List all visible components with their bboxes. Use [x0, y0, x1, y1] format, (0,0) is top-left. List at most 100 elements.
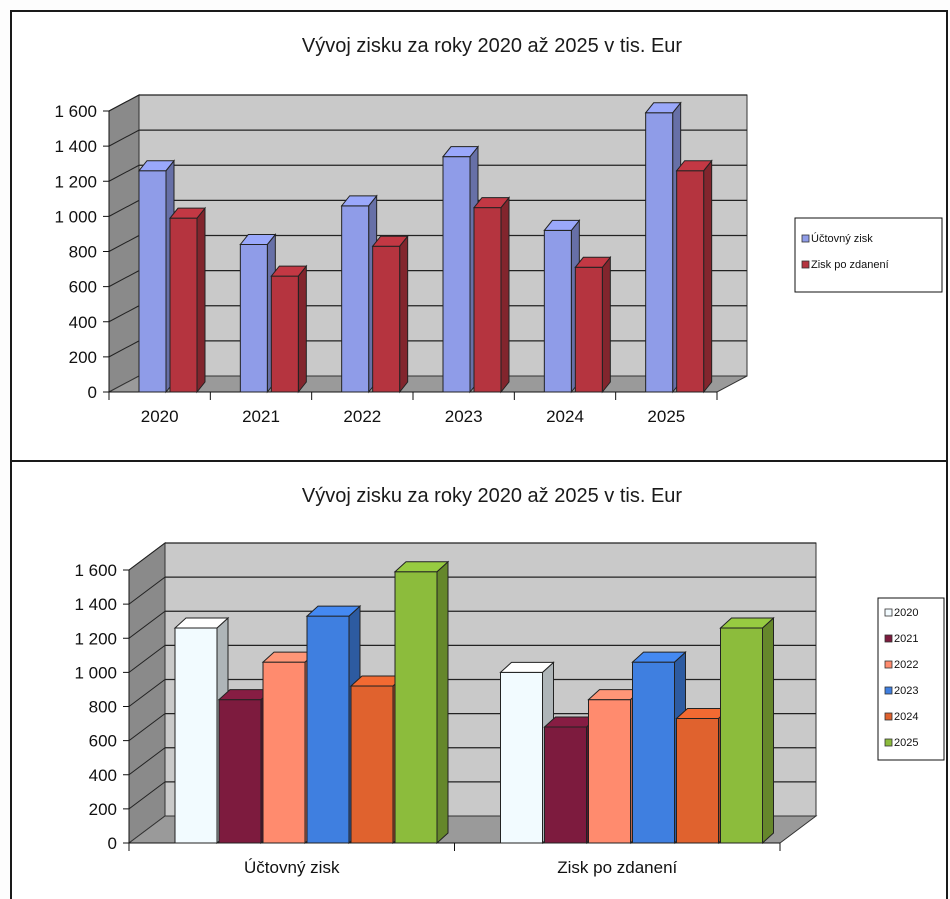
- bar-front: [239, 243, 268, 393]
- chart-by-year: Vývoj zisku za roky 2020 až 2025 v tis. …: [54, 35, 943, 426]
- legend-label: 2025: [894, 737, 918, 749]
- category-label: 2025: [647, 407, 685, 426]
- gridline-side: [108, 129, 140, 147]
- gridline-side: [128, 679, 166, 707]
- gridline-side: [128, 713, 166, 742]
- bar-top: [173, 617, 230, 629]
- bar-front: [676, 170, 705, 393]
- gridline-side: [128, 781, 166, 810]
- category-label: 2022: [343, 407, 381, 426]
- bar-front: [270, 275, 299, 393]
- category-label: Zisk po zdanení: [557, 858, 677, 877]
- bar-top: [719, 617, 775, 629]
- gridline-side: [128, 542, 166, 571]
- bar-top: [441, 146, 480, 158]
- legend-label: 2023: [894, 685, 918, 697]
- legend-box: [794, 217, 943, 293]
- y-tick-label: 1 600: [54, 102, 97, 121]
- bar-side: [436, 560, 449, 845]
- gridline-side: [128, 747, 166, 776]
- bar-front: [543, 229, 572, 393]
- y-tick-label: 1 000: [74, 663, 117, 682]
- bar: [270, 264, 308, 394]
- legend-label: 2020: [894, 607, 918, 619]
- legend-swatch: [884, 686, 893, 695]
- gridline-side: [128, 644, 166, 673]
- y-tick-label: 600: [89, 732, 117, 751]
- bar-side: [762, 616, 774, 845]
- y-tick-label: 200: [69, 348, 97, 367]
- y-tick-label: 400: [69, 313, 97, 332]
- bar-side: [196, 206, 206, 394]
- y-tick-label: 800: [69, 243, 97, 262]
- y-tick-label: 1 600: [74, 561, 117, 580]
- gridline-side: [128, 576, 166, 605]
- gridline-side: [128, 610, 166, 639]
- category-label: 2021: [242, 407, 280, 426]
- bar-top: [393, 561, 450, 573]
- bar-front: [632, 661, 675, 844]
- bar-front: [574, 266, 603, 393]
- bar-side: [297, 264, 307, 394]
- bar-front: [350, 685, 394, 844]
- y-tick-label: 1 400: [54, 137, 97, 156]
- gridline-side: [108, 340, 140, 358]
- bar-top: [644, 102, 682, 114]
- bar-top: [675, 160, 713, 172]
- bar: [472, 196, 511, 394]
- gridline-side: [108, 164, 140, 182]
- bar: [644, 101, 682, 394]
- bar-front: [169, 217, 198, 393]
- legend-label: Účtovný zisk: [811, 232, 873, 245]
- legend-swatch: [801, 234, 810, 243]
- legend-swatch: [801, 260, 810, 269]
- bar: [441, 145, 480, 394]
- gridline-side: [108, 235, 140, 252]
- legend-swatch: [884, 634, 893, 643]
- bar: [340, 194, 378, 394]
- y-tick-label: 0: [108, 834, 117, 853]
- legend-swatch: [884, 712, 893, 721]
- y-tick-label: 0: [88, 383, 97, 402]
- chart-title: Vývoj zisku za roky 2020 až 2025 v tis. …: [302, 485, 683, 507]
- chart-panel-by-metric: Vývoj zisku za roky 2020 až 2025 v tis. …: [10, 460, 948, 899]
- bar-front: [394, 571, 438, 844]
- category-label: 2020: [141, 407, 179, 426]
- bar-front: [372, 245, 401, 393]
- bar-top: [631, 651, 687, 663]
- bar: [217, 688, 274, 845]
- bar-top: [499, 661, 555, 673]
- bar-front: [500, 671, 543, 844]
- gridline-side: [108, 199, 140, 217]
- bar-front: [676, 717, 719, 844]
- y-tick-label: 400: [89, 766, 117, 785]
- bar-front: [174, 627, 218, 844]
- bar: [239, 233, 277, 394]
- bar-front: [341, 205, 370, 393]
- bar: [168, 206, 207, 394]
- bar-front: [262, 661, 306, 844]
- bar-top: [270, 265, 308, 277]
- y-tick-label: 200: [89, 800, 117, 819]
- chart-title: Vývoj zisku za roky 2020 až 2025 v tis. …: [302, 35, 683, 57]
- bar-side: [703, 159, 713, 394]
- bar-side: [601, 255, 611, 394]
- y-tick-label: 800: [89, 698, 117, 717]
- bar-front: [720, 627, 763, 844]
- chart-panel-by-year: Vývoj zisku za roky 2020 až 2025 v tis. …: [10, 10, 948, 462]
- gridline-side: [108, 94, 140, 112]
- bar-front: [645, 112, 674, 393]
- legend-label: Zisk po zdanení: [811, 259, 889, 271]
- legend-swatch: [884, 738, 893, 747]
- bar-top: [168, 207, 207, 219]
- bar-top: [239, 233, 277, 245]
- y-tick-label: 600: [69, 278, 97, 297]
- bar: [371, 234, 409, 394]
- bar: [543, 218, 581, 394]
- category-label: 2023: [445, 407, 483, 426]
- bar-top: [305, 605, 362, 617]
- bar-front: [473, 207, 502, 393]
- gridline-side: [108, 305, 140, 323]
- legend-box: [877, 597, 945, 761]
